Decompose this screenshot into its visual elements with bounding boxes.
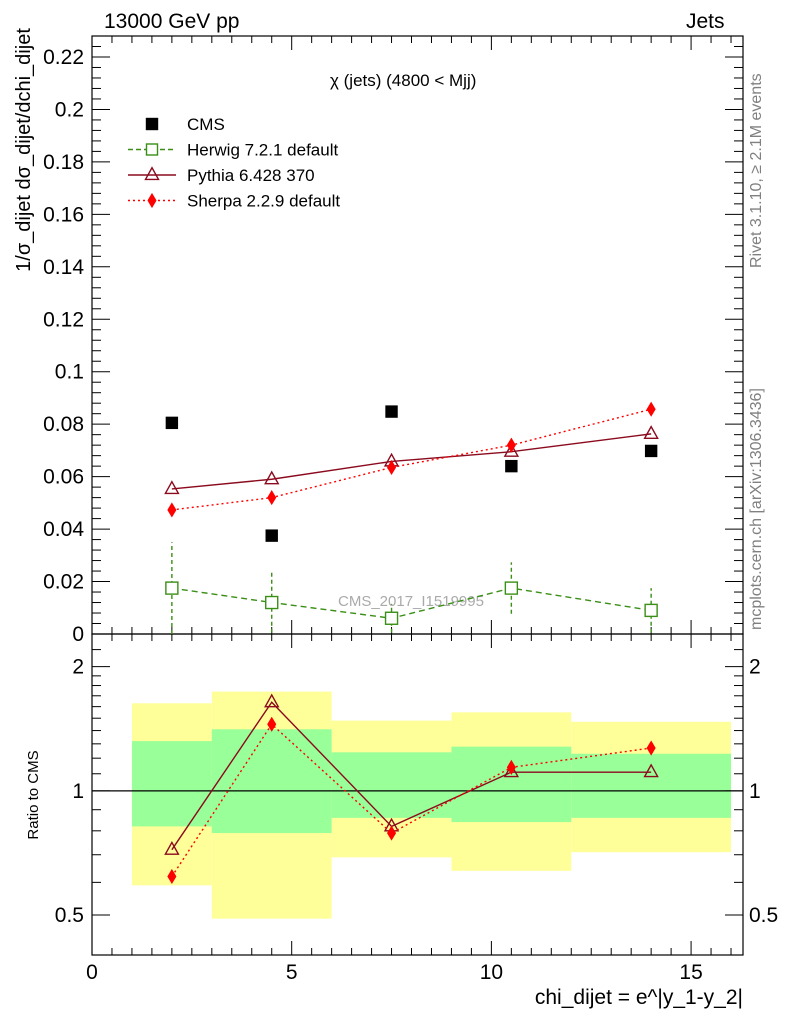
ratio-y-tick-label-right: 1 bbox=[749, 780, 761, 803]
main-y-tick-label: 0.16 bbox=[43, 203, 84, 226]
ratio-pythia-point bbox=[643, 763, 659, 778]
ratio-band-inner bbox=[451, 746, 572, 823]
ratio-sherpa-point bbox=[386, 825, 397, 841]
ratio-sherpa-point bbox=[267, 716, 277, 732]
ratio-bands bbox=[131, 691, 732, 919]
ratio-band-inner bbox=[211, 729, 332, 834]
legend: CMS Herwig 7.2.1 default Pythia 6.428 370 S… bbox=[128, 115, 340, 211]
ratio-pythia-point bbox=[264, 693, 280, 708]
legend-herwig-marker bbox=[145, 143, 159, 156]
ratio-sherpa-line bbox=[171, 723, 652, 877]
ratio-sherpa-point bbox=[646, 740, 656, 756]
cms-point bbox=[644, 444, 658, 458]
main-y-tick-label: 0.2 bbox=[55, 98, 84, 121]
x-tick-label: 10 bbox=[480, 961, 503, 984]
cms-point bbox=[165, 416, 179, 430]
ratio-y-ticks bbox=[92, 633, 743, 956]
main-y-tick-label: 0 bbox=[72, 623, 84, 646]
sherpa-point bbox=[386, 459, 397, 476]
x-ticks bbox=[91, 36, 732, 955]
legend-cms-marker bbox=[145, 117, 159, 131]
series-sherpa bbox=[167, 401, 656, 518]
ratio-sherpa-point bbox=[167, 868, 177, 885]
ratio-y-tick-label: 1 bbox=[72, 780, 84, 803]
main-y-tick-label: 0.08 bbox=[43, 413, 84, 436]
pythia-point bbox=[503, 443, 520, 457]
cms-point bbox=[265, 529, 278, 542]
legend-label: CMS bbox=[187, 115, 225, 134]
header-process: 13000 GeV pp bbox=[104, 10, 240, 33]
ratio-series-sherpa bbox=[167, 716, 656, 885]
main-y-tick-label: 0.04 bbox=[43, 518, 84, 541]
main-y-tick-label: 0.14 bbox=[43, 256, 84, 279]
herwig-point bbox=[165, 581, 179, 595]
ratio-band-inner bbox=[131, 741, 212, 827]
main-y-tick-label: 0.22 bbox=[43, 46, 84, 69]
legend-pythia-marker bbox=[144, 166, 160, 181]
header-category: Jets bbox=[686, 10, 725, 33]
ratio-y-tick-label: 2 bbox=[72, 656, 84, 679]
ratio-band-inner bbox=[571, 753, 732, 818]
main-y-tick-label: 0.12 bbox=[43, 308, 84, 331]
pythia-point bbox=[643, 425, 659, 440]
ratio-sherpa-point bbox=[506, 759, 516, 775]
x-axis-label: chi_dijet = e^|y_1-y_2| bbox=[535, 986, 743, 1009]
herwig-point bbox=[504, 581, 519, 595]
pythia-point bbox=[264, 470, 280, 485]
sherpa-point bbox=[506, 437, 516, 453]
herwig-point bbox=[644, 603, 658, 618]
x-tick-label: 15 bbox=[679, 961, 702, 984]
series-herwig bbox=[165, 542, 658, 634]
ratio-y-tick-label-right: 0.5 bbox=[749, 904, 778, 927]
analysis-watermark: CMS_2017_I1519995 bbox=[338, 593, 484, 610]
main-y-tick-label: 0.06 bbox=[43, 466, 84, 489]
x-tick-label: 5 bbox=[286, 961, 298, 984]
legend-sherpa-marker bbox=[147, 192, 157, 209]
legend-label: Pythia 6.428 370 bbox=[187, 166, 315, 185]
main-y-axis-label: 1/σ_dijet dσ_dijet/dchi_dijet bbox=[13, 28, 35, 272]
main-y-tick-label: 0.18 bbox=[43, 151, 84, 174]
series-pythia bbox=[164, 425, 659, 495]
ratio-y-axis-label: Ratio to CMS bbox=[25, 750, 42, 839]
sherpa-point bbox=[167, 502, 177, 518]
ratio-y-tick-label-right: 2 bbox=[749, 656, 761, 679]
x-tick-label: 0 bbox=[86, 961, 98, 984]
herwig-point bbox=[384, 611, 399, 625]
pythia-point bbox=[164, 480, 180, 495]
main-y-tick-label: 0.02 bbox=[43, 571, 84, 594]
legend-label: Sherpa 2.2.9 default bbox=[187, 192, 340, 211]
ratio-pythia-point bbox=[503, 763, 520, 778]
herwig-point bbox=[265, 595, 279, 610]
ratio-y-tick-label: 0.5 bbox=[55, 904, 84, 927]
cms-point bbox=[385, 405, 398, 418]
ratio-pythia-point bbox=[164, 841, 180, 855]
sherpa-point bbox=[267, 490, 277, 506]
cms-point bbox=[505, 459, 518, 473]
ratio-frame bbox=[91, 633, 744, 956]
pythia-line bbox=[171, 433, 652, 490]
series-cms bbox=[165, 405, 658, 542]
main-y-tick-label: 0.1 bbox=[55, 361, 84, 384]
plot-title: χ (jets) (4800 < Mjj) bbox=[330, 71, 476, 90]
legend-label: Herwig 7.2.1 default bbox=[187, 141, 338, 160]
sherpa-point bbox=[646, 401, 656, 417]
